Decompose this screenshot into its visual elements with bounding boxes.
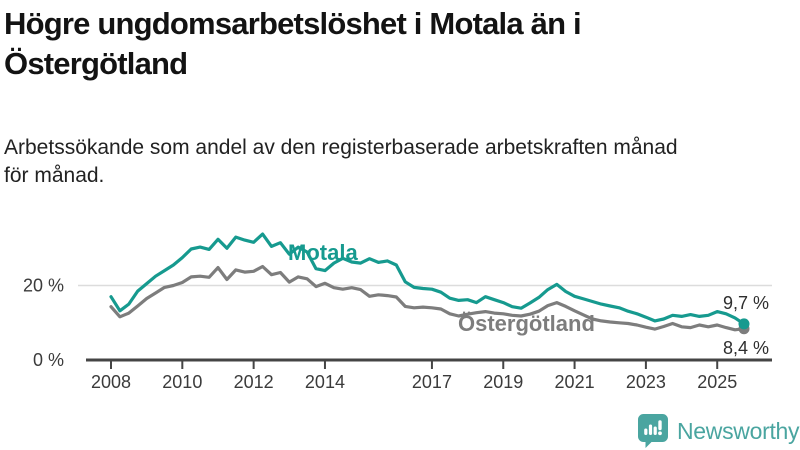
- line-chart-canvas: 2008 2010 2012 2014 2017 2019 2021 2023 2025 20 %…: [23, 232, 772, 392]
- logo-bubble-shape: [638, 414, 668, 448]
- x-tick-label: 2008: [91, 372, 131, 392]
- series-line-ostergotland: [109, 264, 746, 332]
- x-tick-label: 2021: [555, 372, 595, 392]
- page-title: Högre ungdomsarbetslöshet i Motala än i Ö…: [4, 4, 678, 84]
- brand-footer: Newsworthy: [638, 414, 800, 448]
- x-tick-label: 2019: [483, 372, 523, 392]
- series-line-motala: [109, 232, 746, 326]
- page-title-line1: Högre ungdomsarbetslöshet i Motala än i: [4, 6, 582, 41]
- x-tick-label: 2010: [162, 372, 202, 392]
- end-value-label-ostergotland: 8,4 %: [723, 338, 769, 358]
- x-tick-label: 2017: [412, 372, 452, 392]
- y-tick-label: 0 %: [33, 350, 64, 370]
- series-label-ostergotland: Östergötland: [458, 311, 595, 336]
- series-label-motala: Motala: [288, 240, 358, 265]
- y-tick-label: 20 %: [23, 276, 64, 296]
- page-title-line2: Östergötland: [4, 46, 188, 81]
- end-value-label-motala: 9,7 %: [723, 293, 769, 313]
- newsworthy-logo-icon: [638, 414, 668, 448]
- chart-subtitle-line2: för månad.: [4, 164, 105, 187]
- series-end-dot-motala: [738, 318, 750, 330]
- x-tick-label: 2025: [697, 372, 737, 392]
- x-tick-label: 2014: [305, 372, 345, 392]
- chart-subtitle-line1: Arbetssökande som andel av den registerb…: [4, 136, 678, 159]
- newsworthy-logo-text: Newsworthy: [677, 417, 800, 444]
- chart-subtitle: Arbetssökande som andel av den registerb…: [4, 134, 678, 190]
- logo-barchart-glyph: [644, 420, 662, 436]
- x-tick-label: 2023: [626, 372, 666, 392]
- x-tick-label: 2012: [234, 372, 274, 392]
- chart-header: Högre ungdomsarbetslöshet i Motala än i Ö…: [4, 4, 678, 190]
- line-chart: 2008 2010 2012 2014 2017 2019 2021 2023 2025 20 %…: [0, 205, 800, 400]
